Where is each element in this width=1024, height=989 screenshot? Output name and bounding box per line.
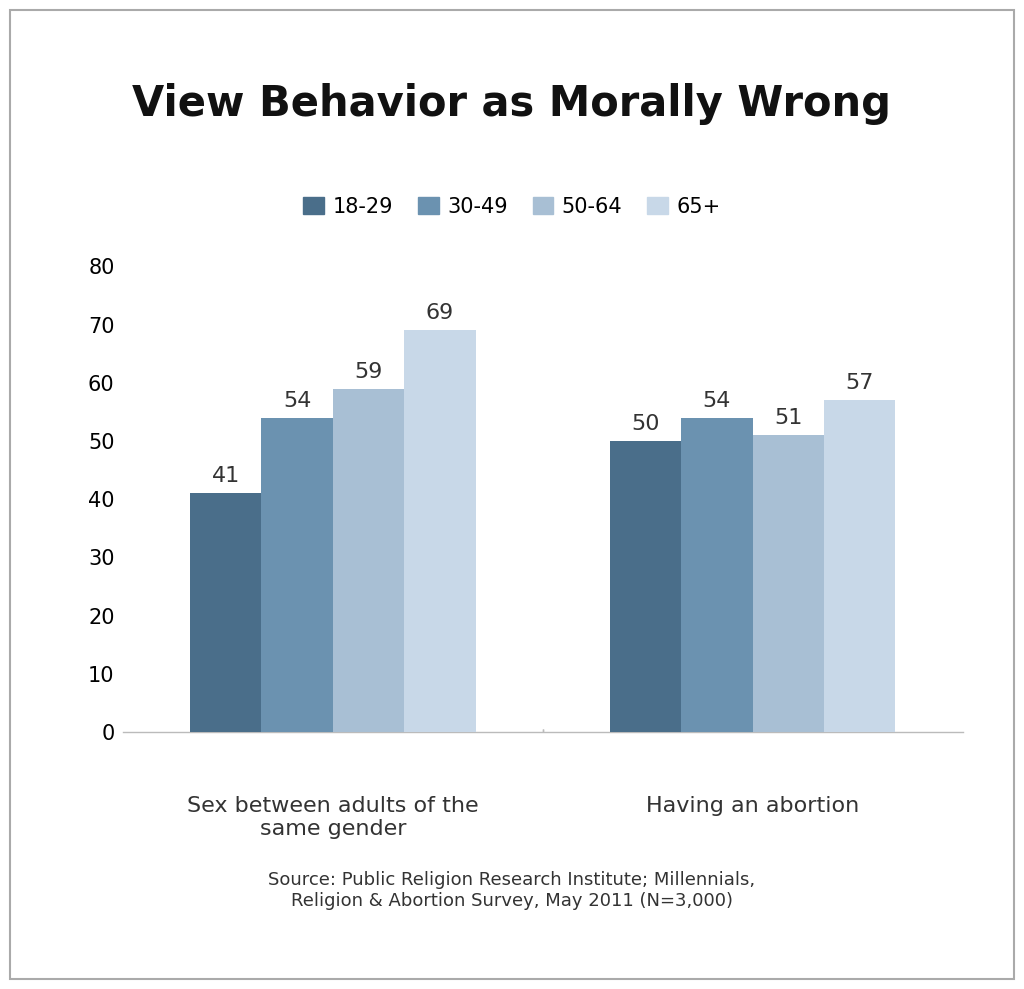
Bar — [824, 401, 895, 732]
Bar — [753, 435, 824, 732]
Text: 59: 59 — [354, 362, 383, 382]
Bar — [333, 389, 404, 732]
Bar — [404, 330, 475, 732]
Bar — [681, 417, 753, 732]
Text: 69: 69 — [426, 304, 454, 323]
Bar — [610, 441, 681, 732]
Text: 54: 54 — [283, 391, 311, 410]
Text: 50: 50 — [632, 414, 659, 434]
Text: View Behavior as Morally Wrong: View Behavior as Morally Wrong — [132, 83, 892, 125]
Text: 41: 41 — [212, 467, 240, 487]
Text: 54: 54 — [702, 391, 731, 410]
Text: 57: 57 — [846, 373, 873, 394]
Bar — [261, 417, 333, 732]
Text: Having an abortion: Having an abortion — [646, 796, 859, 816]
Legend: 18-29, 30-49, 50-64, 65+: 18-29, 30-49, 50-64, 65+ — [295, 189, 729, 225]
Bar — [190, 494, 261, 732]
Text: Sex between adults of the
same gender: Sex between adults of the same gender — [187, 796, 478, 839]
Text: Source: Public Religion Research Institute; Millennials,
Religion & Abortion Sur: Source: Public Religion Research Institu… — [268, 870, 756, 910]
Text: 51: 51 — [774, 408, 803, 428]
